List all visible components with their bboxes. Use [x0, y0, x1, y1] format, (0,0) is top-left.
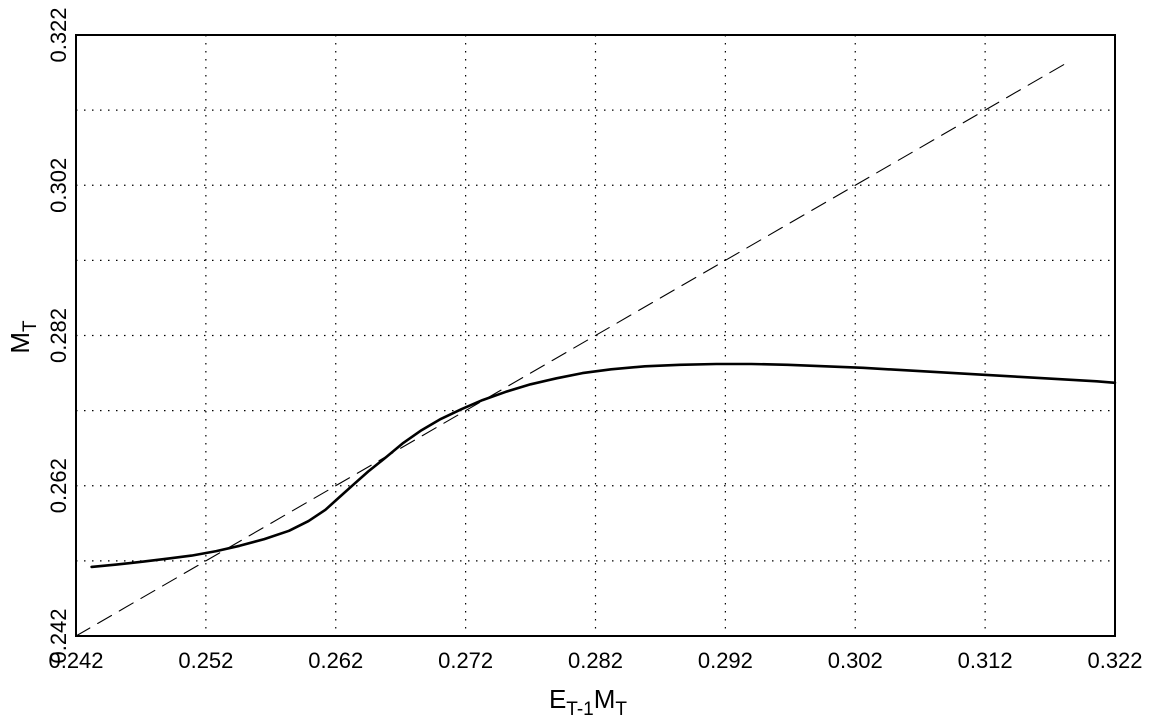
y-axis-label: MT: [5, 320, 41, 354]
x-tick-label: 0.282: [568, 648, 623, 673]
series-line-solid: [90, 362, 1117, 569]
x-tick-labels: 0.242 0.252 0.262 0.272 0.282 0.292 0.302 0.312…: [48, 648, 1142, 673]
x-axis-label-sub2: T: [615, 699, 627, 719]
x-tick-label: 0.312: [958, 648, 1013, 673]
y-tick-labels: 0.242 0.262 0.282 0.302 0.322: [46, 7, 71, 663]
x-tick-label: 0.242: [48, 648, 103, 673]
x-axis-label-main2: M: [594, 684, 616, 714]
x-tick-label: 0.292: [698, 648, 753, 673]
y-tick-label: 0.322: [46, 7, 71, 62]
y-tick-label: 0.302: [46, 158, 71, 213]
y-axis-label-sub: T: [20, 320, 41, 332]
x-tick-label: 0.262: [308, 648, 363, 673]
series-line-dashed: [75, 60, 1071, 637]
x-axis-label-main: E: [549, 684, 566, 714]
y-tick-label: 0.262: [46, 458, 71, 513]
series-layer: [75, 60, 1117, 637]
x-tick-label: 0.322: [1087, 648, 1142, 673]
plot-frame: [75, 34, 1116, 637]
x-tick-label: 0.302: [828, 648, 883, 673]
y-tick-label: 0.242: [46, 608, 71, 663]
x-tick-label: 0.252: [178, 648, 233, 673]
x-tick-label: 0.272: [438, 648, 493, 673]
y-tick-label: 0.282: [46, 308, 71, 363]
x-axis-label-sub1: T-1: [566, 699, 593, 719]
y-axis-label-main: M: [5, 332, 35, 354]
x-axis-label: ET-1MT: [549, 684, 627, 719]
